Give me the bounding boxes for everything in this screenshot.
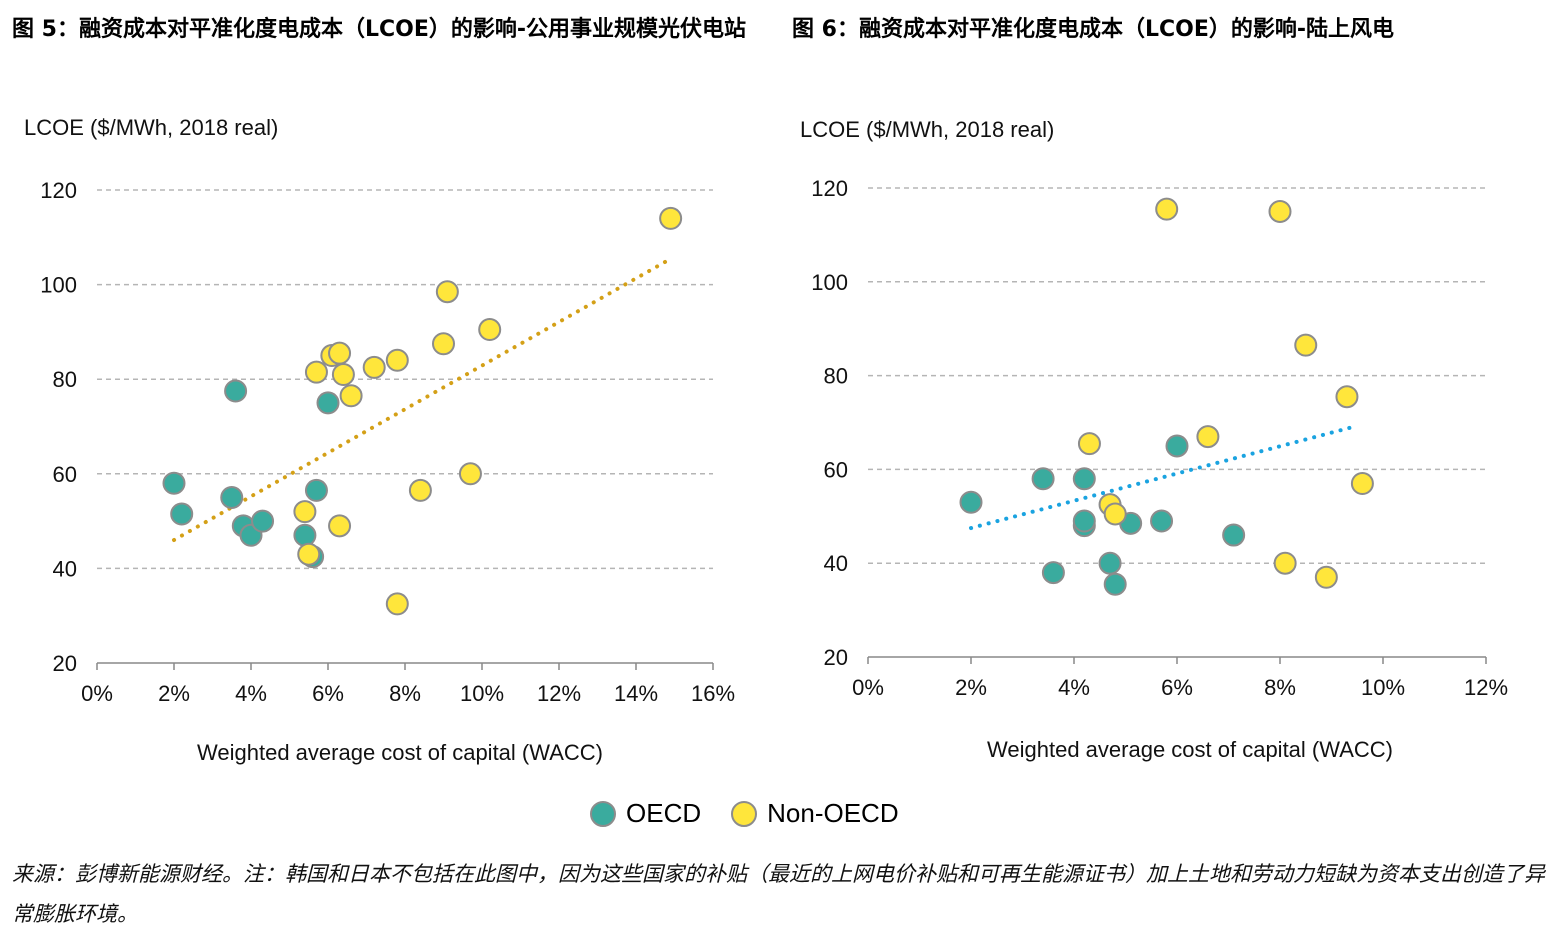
x-axis-label: Weighted average cost of capital (WACC) [987, 737, 1393, 762]
oecd-point [1165, 434, 1189, 458]
non-oecd-point [385, 348, 409, 372]
legend-oecd-marker [590, 800, 616, 827]
non-oecd-point [432, 332, 455, 356]
non-oecd-point [328, 341, 352, 365]
oecd-point [170, 502, 194, 526]
chart-left: LCOE ($/MWh, 2018 real) 20 40 60 80 100 120 0% 2… [24, 115, 735, 765]
y-tick-label: 120 [811, 176, 848, 201]
x-tick-label: 10% [460, 681, 504, 706]
non-oecd-point [1335, 385, 1359, 409]
x-tick-label: 8% [389, 681, 421, 706]
x-tick-label: 4% [1058, 675, 1090, 700]
non-oecd-point [1077, 432, 1101, 456]
oecd-point [304, 478, 328, 502]
non-oecd-point [293, 500, 317, 524]
x-tick-label: 6% [312, 681, 344, 706]
oecd-point [1103, 572, 1127, 596]
y-tick-label: 120 [40, 178, 77, 203]
non-oecd-point [435, 280, 459, 304]
legend-item-oecd: OECD [590, 798, 701, 829]
y-tick-label: 20 [824, 645, 848, 670]
non-oecd-point [458, 462, 482, 486]
x-tick-label: 14% [614, 681, 658, 706]
non-oecd-point [385, 592, 409, 616]
x-axis-label: Weighted average cost of capital (WACC) [197, 740, 603, 765]
x-tick-label: 4% [235, 681, 267, 706]
oecd-point [220, 485, 244, 509]
chart-right-title: 图 6：融资成本对平准化度电成本（LCOE）的影响-陆上风电 [792, 17, 1394, 42]
legend-non-oecd-label: Non-OECD [767, 798, 899, 828]
x-tick-label: 6% [1161, 675, 1193, 700]
legend-non-oecd-marker [731, 800, 758, 827]
y-axis-label: LCOE ($/MWh, 2018 real) [800, 117, 1054, 142]
y-tick-label: 60 [824, 457, 848, 482]
x-tick-label: 0% [852, 675, 884, 700]
y-tick-label: 40 [824, 551, 848, 576]
oecd-point [1031, 467, 1055, 491]
non-oecd-point [1103, 502, 1127, 526]
oecd-point [162, 471, 186, 495]
x-tick-label: 12% [1464, 675, 1508, 700]
non-oecd-point [339, 384, 363, 408]
non-oecd-point [478, 318, 502, 342]
oecd-point [1098, 551, 1122, 575]
oecd-point [1222, 523, 1246, 547]
y-tick-label: 100 [811, 270, 848, 295]
chart-left-title: 图 5：融资成本对平准化度电成本（LCOE）的影响-公用事业规模光伏电站 [12, 17, 746, 42]
y-tick-label: 100 [40, 273, 77, 298]
oecd-point [1072, 509, 1096, 533]
non-oecd-point [1294, 333, 1318, 357]
y-tick-label: 80 [53, 367, 77, 392]
non-oecd-point [304, 360, 328, 384]
non-oecd-point [1196, 425, 1220, 449]
y-tick-label: 60 [53, 462, 77, 487]
non-oecd-point [331, 362, 355, 386]
oecd-point [959, 490, 983, 514]
non-oecd-point [1268, 199, 1292, 223]
y-tick-label: 40 [53, 556, 77, 581]
oecd-point [293, 523, 317, 547]
non-oecd-point [1155, 197, 1179, 221]
trendline [969, 425, 1355, 531]
trendline [172, 258, 669, 543]
x-tick-label: 0% [81, 681, 113, 706]
non-oecd-point [1314, 565, 1338, 589]
y-tick-label: 20 [53, 651, 77, 676]
y-axis-label: LCOE ($/MWh, 2018 real) [24, 115, 278, 140]
oecd-point [224, 379, 248, 403]
legend-oecd-label: OECD [626, 798, 702, 828]
legend: OECD Non-OECD [590, 798, 917, 829]
x-tick-label: 12% [537, 681, 581, 706]
x-tick-label: 8% [1264, 675, 1296, 700]
x-tick-label: 2% [955, 675, 987, 700]
oecd-point [1072, 467, 1096, 491]
oecd-point [1041, 561, 1065, 585]
non-oecd-point [1273, 551, 1297, 575]
legend-item-non-oecd: Non-OECD [731, 798, 899, 829]
chart-right: LCOE ($/MWh, 2018 real) 20 40 60 80 100 120 0% 2… [800, 117, 1508, 762]
non-oecd-point [362, 355, 386, 379]
non-oecd-point [328, 514, 352, 538]
non-oecd-point [659, 206, 683, 230]
x-tick-label: 2% [158, 681, 190, 706]
non-oecd-point [297, 542, 321, 566]
non-oecd-point [1350, 471, 1374, 495]
x-tick-label: 16% [691, 681, 735, 706]
x-tick-label: 10% [1361, 675, 1405, 700]
oecd-point [316, 391, 340, 415]
oecd-point [251, 509, 275, 533]
y-tick-label: 80 [824, 364, 848, 389]
source-footnote: 来源：彭博新能源财经。注：韩国和日本不包括在此图中，因为这些国家的补贴（最近的上… [12, 862, 1545, 926]
non-oecd-point [408, 478, 432, 502]
oecd-point [1150, 509, 1174, 533]
